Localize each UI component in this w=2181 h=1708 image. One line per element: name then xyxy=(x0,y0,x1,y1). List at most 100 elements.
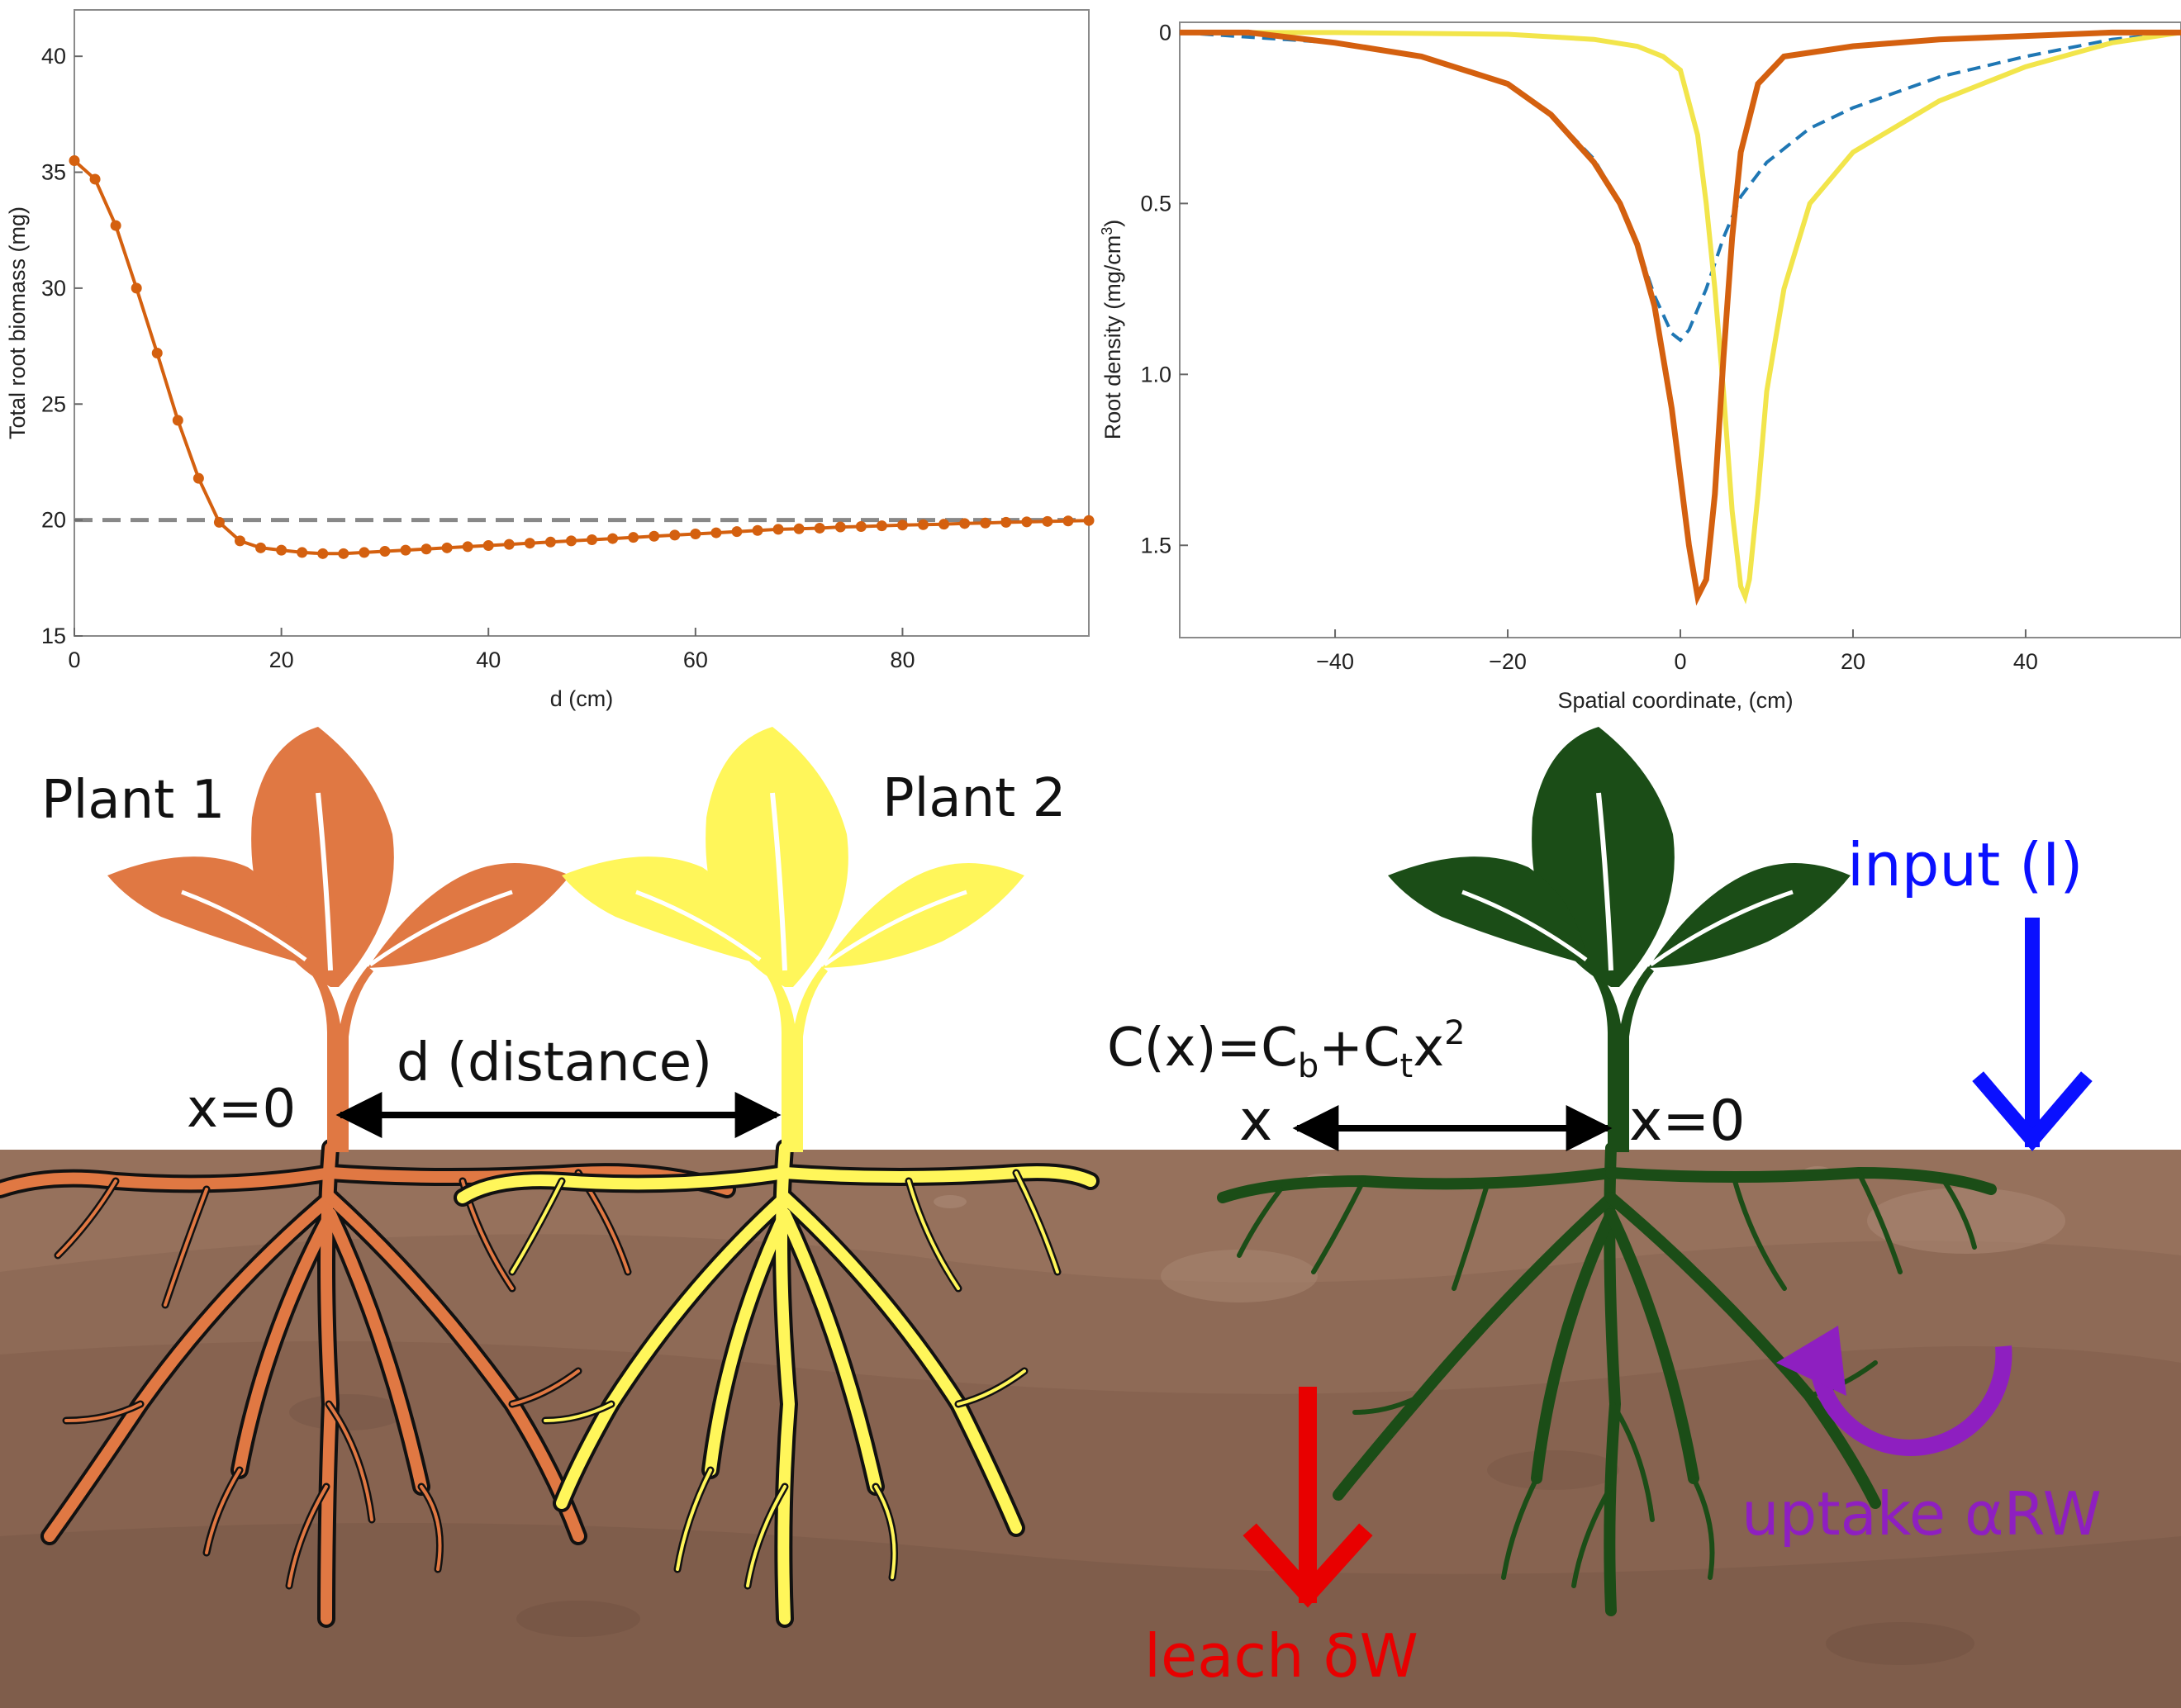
biomass-data-point xyxy=(482,540,494,552)
biomass-y-tick-label: 15 xyxy=(41,624,66,648)
biomass-data-point xyxy=(110,220,121,231)
soil-background xyxy=(0,1150,2181,1708)
density-ticks: −40 −20 0 20 40 0 0.5 1.0 1.5 xyxy=(1140,20,2038,674)
green-plant-icon xyxy=(1388,727,1851,1152)
biomass-data-point xyxy=(752,524,763,536)
biomass-data-point xyxy=(1021,516,1033,528)
biomass-data-point xyxy=(690,528,701,539)
biomass-data-point xyxy=(524,538,535,549)
biomass-data-point xyxy=(649,530,660,542)
biomass-data-point xyxy=(710,527,722,538)
biomass-data-point xyxy=(1042,515,1053,527)
biomass-data-point xyxy=(980,517,991,529)
biomass-data-point xyxy=(1000,516,1012,528)
biomass-x-tick-label: 80 xyxy=(890,648,915,672)
biomass-data-point xyxy=(855,520,867,532)
input-label: input (I) xyxy=(1847,830,2084,899)
density-x-tick-label: 40 xyxy=(2013,649,2038,674)
density-y-tick-label: 1.5 xyxy=(1140,533,1171,557)
density-x-axis-label: Spatial coordinate, (cm) xyxy=(1557,688,1793,713)
biomass-y-axis-label: Total root biomass (mg) xyxy=(5,206,30,439)
density-plot-frame xyxy=(1179,21,2181,638)
biomass-x-tick-label: 60 xyxy=(683,648,708,672)
biomass-data-point xyxy=(192,472,204,484)
biomass-data-point xyxy=(89,173,101,185)
biomass-data-point xyxy=(731,526,743,538)
biomass-data-point xyxy=(151,347,163,358)
input-arrow xyxy=(1972,918,2093,1151)
biomass-data-point xyxy=(587,534,598,545)
plant2-icon xyxy=(562,727,1024,1152)
density-x-tick-label: 20 xyxy=(1841,649,1865,674)
biomass-chart: 0 20 40 60 80 15 20 25 30 35 40 d (cm) Total root … xyxy=(5,9,1095,711)
biomass-data-point xyxy=(1083,515,1095,526)
biomass-y-tick-label: 35 xyxy=(41,160,66,185)
biomass-data-point xyxy=(565,535,577,547)
biomass-data-point xyxy=(234,535,245,547)
biomass-ticks: 0 20 40 60 80 15 20 25 30 35 40 xyxy=(41,44,915,672)
biomass-data-point xyxy=(834,521,846,533)
biomass-y-tick-label: 20 xyxy=(41,508,66,533)
biomass-data-point xyxy=(669,529,681,541)
biomass-data-point xyxy=(544,536,556,548)
density-x-tick-label: −40 xyxy=(1316,649,1354,674)
biomass-data-point xyxy=(276,544,287,556)
biomass-x-axis-label: d (cm) xyxy=(550,686,614,711)
density-x-tick-label: −20 xyxy=(1489,649,1527,674)
uptake-label: uptake αRW xyxy=(1741,1479,2102,1549)
biomass-y-tick-label: 30 xyxy=(41,276,66,301)
biomass-data-point xyxy=(400,544,411,556)
density-y-tick-label: 0.5 xyxy=(1140,191,1171,216)
plant2-roots xyxy=(454,1139,1100,1628)
root-density-chart: −40 −20 0 20 40 0 0.5 1.0 1.5 Spatial coordinate… xyxy=(1099,20,2181,713)
biomass-data-point xyxy=(959,518,971,529)
biomass-series-points xyxy=(69,154,1095,559)
biomass-data-point xyxy=(814,522,825,534)
biomass-data-point xyxy=(69,154,80,166)
density-orange-curve xyxy=(1180,29,2181,606)
uptake-arrow xyxy=(1776,1326,2012,1456)
biomass-x-tick-label: 40 xyxy=(476,648,501,672)
plant1-label: Plant 1 xyxy=(41,770,225,831)
density-yellow-curve xyxy=(1180,30,2181,605)
biomass-data-point xyxy=(896,520,908,531)
biomass-data-point xyxy=(317,548,329,559)
biomass-data-point xyxy=(1062,515,1074,527)
density-x-tick-label: 0 xyxy=(1674,649,1686,674)
biomass-y-tick-label: 40 xyxy=(41,44,66,69)
biomass-data-point xyxy=(938,519,950,530)
biomass-x-tick-label: 0 xyxy=(68,648,80,672)
biomass-data-point xyxy=(297,547,308,558)
biomass-data-point xyxy=(172,415,183,426)
leach-label: leach δW xyxy=(1144,1621,1418,1691)
biomass-data-point xyxy=(628,532,639,543)
plant1-origin-label: x=0 xyxy=(187,1079,296,1140)
biomass-data-point xyxy=(462,541,473,553)
plant1-icon xyxy=(107,727,570,1152)
biomass-data-point xyxy=(359,547,370,558)
biomass-data-point xyxy=(876,520,887,532)
biomass-data-point xyxy=(213,516,225,528)
biomass-plot-frame xyxy=(74,9,1090,637)
green-plant-roots xyxy=(1217,1142,1997,1616)
biomass-y-tick-label: 25 xyxy=(41,391,66,416)
biomass-x-tick-label: 20 xyxy=(269,648,294,672)
biomass-data-point xyxy=(379,546,391,557)
biomass-data-point xyxy=(793,523,805,534)
equation-label: C(x)=Cb+Ctx2 xyxy=(1107,1014,1466,1085)
x-label: x xyxy=(1239,1089,1272,1154)
biomass-data-point xyxy=(607,533,619,544)
biomass-data-point xyxy=(503,538,515,550)
biomass-data-point xyxy=(131,282,142,294)
biomass-data-point xyxy=(421,543,432,555)
density-y-tick-label: 0 xyxy=(1159,20,1171,45)
biomass-data-point xyxy=(255,542,267,553)
biomass-data-point xyxy=(772,524,784,535)
distance-label: d (distance) xyxy=(397,1032,712,1094)
biomass-data-point xyxy=(338,548,349,559)
leach-arrow xyxy=(1243,1387,1373,1608)
density-y-tick-label: 1.0 xyxy=(1140,362,1171,387)
biomass-data-point xyxy=(918,519,929,530)
biomass-data-point xyxy=(441,542,453,553)
plant2-label: Plant 2 xyxy=(882,768,1066,829)
